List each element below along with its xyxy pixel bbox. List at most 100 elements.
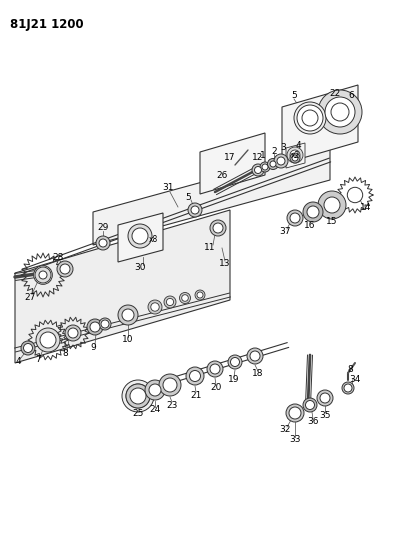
Circle shape [252, 164, 264, 176]
Text: 19: 19 [228, 376, 240, 384]
Circle shape [126, 384, 150, 408]
Text: 20: 20 [210, 384, 222, 392]
Text: 7: 7 [35, 356, 41, 365]
Circle shape [228, 355, 242, 369]
Text: 81J21 1200: 81J21 1200 [10, 18, 84, 31]
Circle shape [302, 110, 318, 126]
Circle shape [180, 293, 191, 303]
Circle shape [325, 97, 355, 127]
Circle shape [163, 378, 177, 392]
Circle shape [132, 228, 148, 244]
Circle shape [186, 367, 204, 385]
Circle shape [298, 106, 322, 130]
Circle shape [39, 331, 57, 349]
Circle shape [274, 154, 288, 168]
Text: 23: 23 [166, 400, 178, 409]
Text: 6: 6 [348, 92, 354, 101]
Circle shape [101, 320, 109, 328]
Circle shape [40, 332, 56, 348]
Circle shape [159, 374, 181, 396]
Circle shape [270, 161, 276, 167]
Circle shape [66, 326, 80, 340]
Text: 29: 29 [97, 223, 109, 232]
Circle shape [87, 319, 103, 335]
Circle shape [213, 223, 223, 233]
Circle shape [36, 328, 60, 352]
Circle shape [65, 325, 81, 341]
Circle shape [60, 264, 70, 274]
Circle shape [188, 203, 202, 217]
Text: 5: 5 [185, 192, 191, 201]
Text: 26: 26 [216, 171, 228, 180]
Circle shape [164, 296, 176, 308]
Text: 32: 32 [279, 425, 291, 434]
Circle shape [166, 298, 174, 305]
Text: 15: 15 [326, 216, 338, 225]
Text: x2: x2 [290, 150, 299, 159]
Polygon shape [118, 213, 163, 262]
Text: 12: 12 [252, 152, 264, 161]
Circle shape [268, 158, 279, 169]
Text: 17: 17 [224, 154, 236, 163]
Circle shape [303, 202, 323, 222]
Text: 8: 8 [62, 350, 68, 359]
Circle shape [24, 343, 33, 352]
Circle shape [326, 98, 354, 126]
Text: 27: 27 [24, 293, 36, 302]
Polygon shape [286, 143, 305, 168]
Text: 18: 18 [252, 369, 264, 378]
Circle shape [151, 303, 159, 311]
Text: 34: 34 [349, 376, 361, 384]
Circle shape [122, 309, 134, 321]
Circle shape [231, 358, 239, 367]
Circle shape [90, 322, 100, 332]
Circle shape [290, 213, 300, 223]
Text: 10: 10 [122, 335, 134, 344]
Circle shape [324, 197, 340, 213]
Text: 33: 33 [289, 435, 301, 445]
Text: 25: 25 [132, 409, 144, 418]
Circle shape [99, 318, 111, 330]
Circle shape [342, 382, 354, 394]
Text: 30: 30 [134, 263, 146, 272]
Text: 21: 21 [190, 391, 202, 400]
Circle shape [287, 147, 303, 163]
Text: 3: 3 [280, 143, 286, 152]
Circle shape [99, 239, 107, 247]
Circle shape [34, 265, 52, 284]
Text: 13: 13 [219, 260, 231, 269]
Text: 1: 1 [260, 150, 266, 159]
Text: 4: 4 [295, 141, 301, 150]
Circle shape [250, 351, 260, 361]
Text: 35: 35 [319, 410, 331, 419]
Polygon shape [282, 85, 358, 164]
Circle shape [290, 153, 300, 163]
Circle shape [96, 236, 110, 250]
Circle shape [292, 155, 298, 161]
Circle shape [207, 361, 223, 377]
Circle shape [149, 384, 161, 396]
Circle shape [57, 261, 73, 277]
Text: 2: 2 [271, 147, 277, 156]
Text: 5: 5 [291, 92, 297, 101]
Circle shape [189, 370, 200, 382]
Circle shape [255, 166, 261, 174]
Text: 11: 11 [204, 244, 216, 253]
Circle shape [307, 206, 319, 218]
Circle shape [210, 220, 226, 236]
Circle shape [35, 267, 51, 283]
Text: 31: 31 [162, 183, 174, 192]
Circle shape [126, 384, 150, 408]
Circle shape [290, 150, 300, 160]
Circle shape [331, 103, 349, 121]
Text: 37: 37 [279, 228, 291, 237]
Circle shape [21, 341, 35, 355]
Text: 22: 22 [329, 90, 341, 99]
Text: x8: x8 [149, 236, 158, 245]
Circle shape [297, 105, 323, 131]
Circle shape [195, 290, 205, 300]
Circle shape [320, 393, 330, 403]
Circle shape [247, 348, 263, 364]
Circle shape [122, 380, 154, 412]
Text: 24: 24 [149, 406, 161, 415]
